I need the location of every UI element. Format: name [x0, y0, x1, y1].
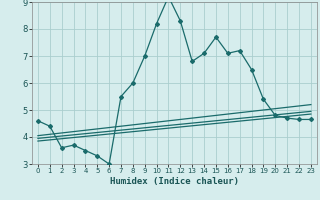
X-axis label: Humidex (Indice chaleur): Humidex (Indice chaleur) [110, 177, 239, 186]
